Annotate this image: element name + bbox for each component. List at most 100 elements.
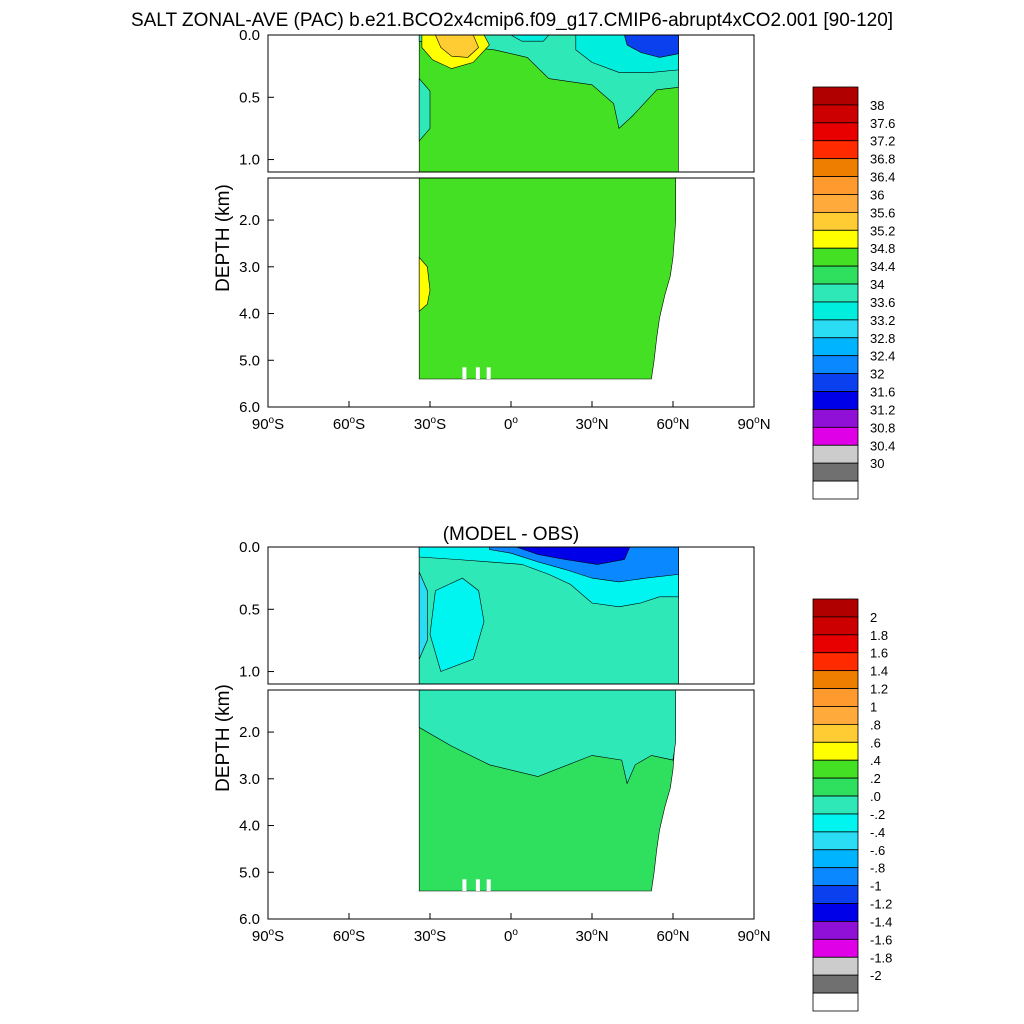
colorbar-box xyxy=(812,355,859,375)
colorbar-label: 36.8 xyxy=(870,152,895,167)
x-tick-label: 90oN xyxy=(737,415,770,433)
colorbar-label: 2 xyxy=(870,610,877,625)
x-tick-label: 30oN xyxy=(575,415,608,433)
colorbar-label: -1.4 xyxy=(870,914,892,929)
colorbar-label: 34 xyxy=(870,277,884,292)
y-tick-label: 4.0 xyxy=(239,306,260,323)
x-tick-label: 0o xyxy=(504,927,518,945)
colorbar-box xyxy=(812,391,859,410)
y-tick-label: 0.0 xyxy=(239,27,260,44)
colorbar-label: 30.8 xyxy=(870,420,895,435)
colorbar-label: 36.4 xyxy=(870,170,895,185)
y-tick-label: 1.0 xyxy=(239,664,260,681)
region-upper-cyan xyxy=(418,77,431,142)
x-tick-label: 90oS xyxy=(252,415,284,433)
colorbar-box xyxy=(812,229,859,249)
colorbar-label: 31.6 xyxy=(870,385,895,400)
colorbar-label: 1.2 xyxy=(870,682,888,697)
colorbar-box xyxy=(812,247,859,267)
seafloor-gap xyxy=(475,367,480,379)
colorbar-box xyxy=(812,140,859,160)
colorbar-box xyxy=(812,301,859,321)
region-background xyxy=(418,178,677,380)
colorbar-label: .2 xyxy=(870,771,881,786)
colorbar-label: 1.8 xyxy=(870,628,888,643)
x-tick-label: 30oS xyxy=(414,415,446,433)
colorbar-label: -1 xyxy=(870,879,882,894)
colorbar-box xyxy=(812,921,859,940)
lower-field xyxy=(418,178,677,380)
x-tick-label: 0o xyxy=(504,415,518,433)
colorbar-box xyxy=(812,462,859,482)
colorbar-box xyxy=(812,795,859,815)
colorbar-label: -.4 xyxy=(870,825,885,840)
colorbar-box xyxy=(812,813,859,833)
colorbar-box xyxy=(812,723,859,743)
colorbar-label: -.8 xyxy=(870,861,885,876)
region-surface-strong-fresh-bias xyxy=(516,547,631,565)
colorbar-box xyxy=(812,444,859,464)
colorbar-label: -1.2 xyxy=(870,897,892,912)
x-tick-label: 30oN xyxy=(575,927,608,945)
colorbar-box xyxy=(812,706,859,725)
colorbar-label: -1.8 xyxy=(870,950,892,965)
upper-field xyxy=(418,35,679,172)
lower-field xyxy=(418,690,677,892)
colorbar-label: 36 xyxy=(870,188,884,203)
region-subtropical-core xyxy=(435,35,479,58)
colorbar-label: 34.4 xyxy=(870,259,895,274)
colorbar-label: 30 xyxy=(870,456,884,471)
colorbar-box xyxy=(812,741,859,761)
colorbar-box xyxy=(812,426,859,446)
region-mid-negative xyxy=(418,690,677,785)
colorbar-box xyxy=(812,86,859,106)
colorbar-box xyxy=(812,652,859,672)
colorbar-box xyxy=(812,337,859,357)
panel-title: (MODEL - OBS) xyxy=(443,524,580,545)
upper-frame xyxy=(267,34,755,173)
upper-frame xyxy=(267,546,755,685)
colorbar-label: 34.8 xyxy=(870,241,895,256)
colorbar-box xyxy=(812,831,859,851)
colorbar-box xyxy=(812,867,859,887)
colorbar-label: 33.6 xyxy=(870,295,895,310)
y-tick-label: 1.0 xyxy=(239,152,260,169)
colorbar-box xyxy=(812,373,859,392)
y-tick-label: 0.5 xyxy=(239,601,260,618)
y-tick-label: 5.0 xyxy=(239,352,260,369)
colorbar-box xyxy=(812,903,859,922)
region-surface-fresh-bias xyxy=(489,547,679,583)
colorbar-box xyxy=(812,283,859,303)
colorbar-label: 38 xyxy=(870,98,884,113)
colorbar-box xyxy=(812,104,859,124)
colorbar-box xyxy=(812,122,859,142)
colorbar-label: 35.6 xyxy=(870,205,895,220)
colorbar-label: .4 xyxy=(870,753,881,768)
x-tick-label: 30oS xyxy=(414,927,446,945)
colorbar-box xyxy=(812,849,859,869)
y-tick-label: 3.0 xyxy=(239,259,260,276)
seafloor-gap xyxy=(486,879,491,891)
y-tick-label: 0.5 xyxy=(239,89,260,106)
colorbar-label: .8 xyxy=(870,717,881,732)
x-tick-label: 60oN xyxy=(656,415,689,433)
colorbar-box xyxy=(812,670,859,689)
seafloor-gap xyxy=(462,367,467,379)
colorbar-box xyxy=(812,480,859,500)
region-north-surface-freshest xyxy=(624,35,679,58)
y-tick-label: 6.0 xyxy=(239,911,260,928)
seafloor-gap xyxy=(486,367,491,379)
colorbar-label: .0 xyxy=(870,789,881,804)
colorbar-label: 32 xyxy=(870,367,884,382)
colorbar-label: -2 xyxy=(870,968,882,983)
x-tick-label: 60oS xyxy=(333,415,365,433)
colorbar-box xyxy=(812,634,859,654)
y-tick-label: 3.0 xyxy=(239,771,260,788)
colorbar-label: -.2 xyxy=(870,807,885,822)
colorbar-box xyxy=(812,265,859,285)
colorbar-label: 35.2 xyxy=(870,223,895,238)
upper-field xyxy=(418,547,679,684)
colorbar-label: 31.2 xyxy=(870,402,895,417)
y-axis-label: DEPTH (km) xyxy=(213,684,234,792)
